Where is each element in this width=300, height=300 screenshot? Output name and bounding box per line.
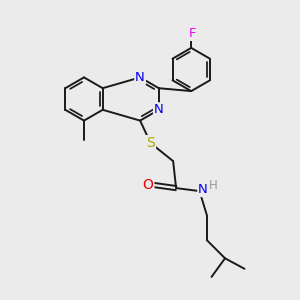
Text: F: F xyxy=(189,27,196,40)
Text: H: H xyxy=(208,179,217,192)
Text: O: O xyxy=(142,178,153,192)
Text: N: N xyxy=(198,183,208,196)
Text: N: N xyxy=(135,71,145,84)
Text: S: S xyxy=(146,136,155,150)
Text: N: N xyxy=(154,103,164,116)
